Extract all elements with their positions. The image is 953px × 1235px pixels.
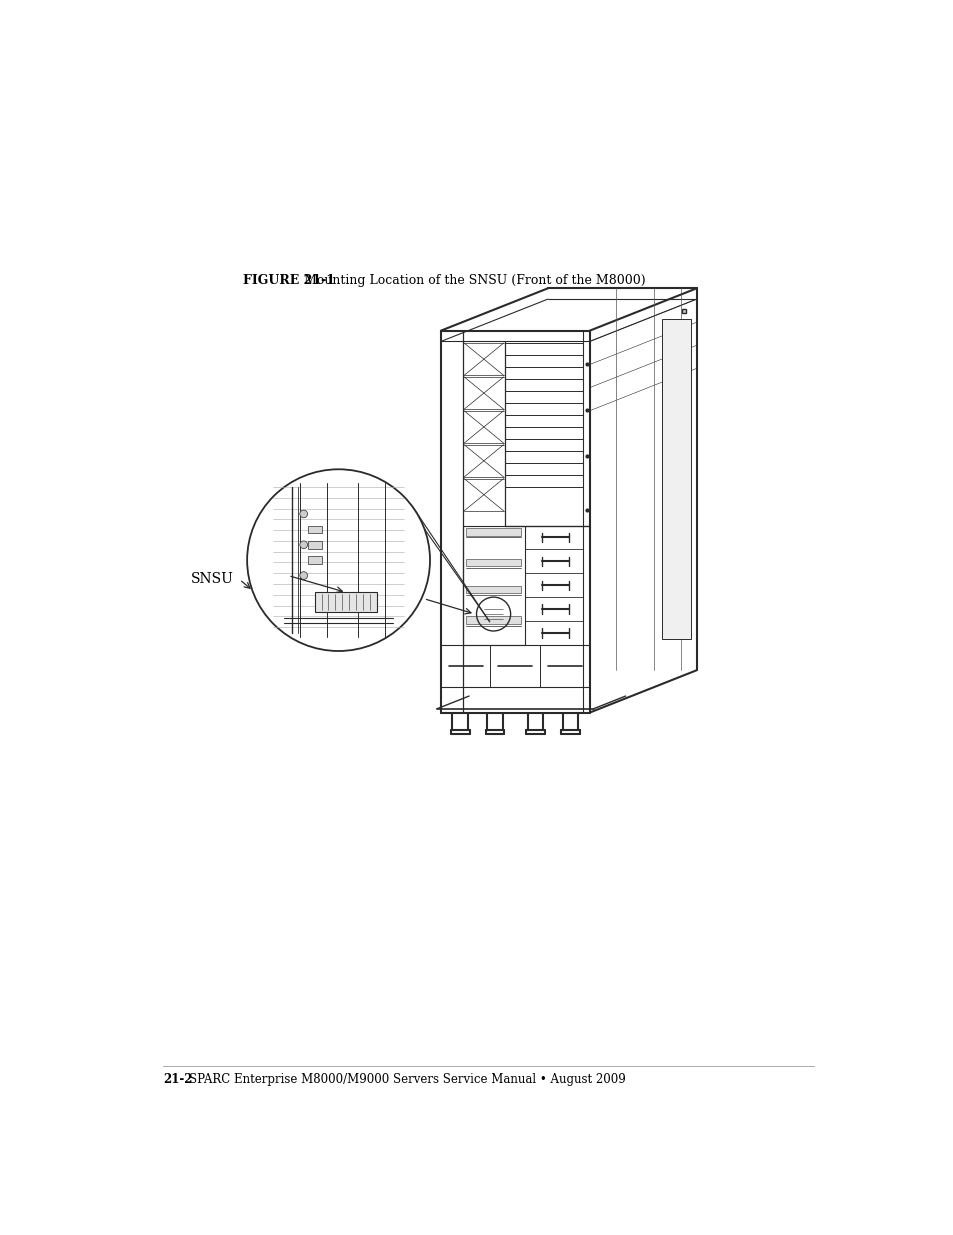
Circle shape	[299, 572, 307, 579]
Circle shape	[247, 469, 430, 651]
Bar	[466, 527, 520, 536]
Circle shape	[299, 510, 307, 517]
Bar	[466, 616, 520, 624]
Bar	[307, 541, 321, 548]
Bar	[466, 585, 520, 593]
Bar	[315, 593, 377, 611]
Text: SPARC Enterprise M8000/M9000 Servers Service Manual • August 2009: SPARC Enterprise M8000/M9000 Servers Ser…	[189, 1073, 625, 1087]
Text: Mounting Location of the SNSU (Front of the M8000): Mounting Location of the SNSU (Front of …	[295, 274, 645, 287]
Bar	[661, 319, 691, 640]
Text: FIGURE 21-1: FIGURE 21-1	[243, 274, 335, 287]
Circle shape	[299, 541, 307, 548]
Bar	[466, 558, 520, 567]
Bar	[307, 526, 321, 534]
Text: SNSU: SNSU	[376, 592, 419, 605]
Bar	[307, 556, 321, 564]
Text: 21-2: 21-2	[163, 1073, 193, 1087]
Text: SNSU: SNSU	[191, 572, 233, 587]
